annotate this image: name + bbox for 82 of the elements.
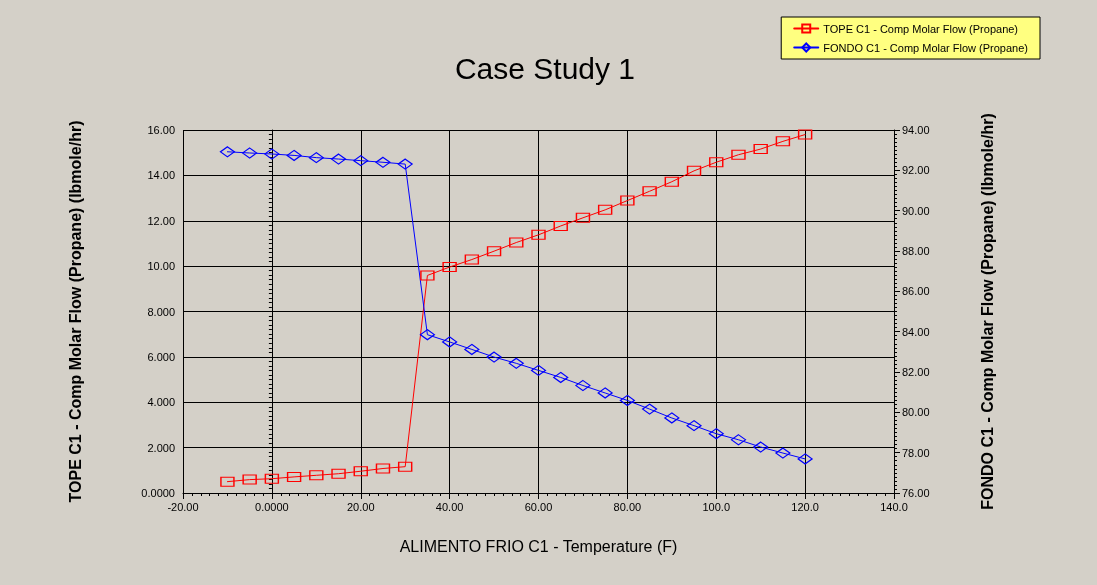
y2-tick-label: 80.00 — [902, 406, 930, 419]
point — [464, 254, 479, 265]
y-tick-label: 14.00 — [147, 169, 175, 182]
point — [486, 351, 502, 363]
point — [553, 220, 568, 232]
point — [797, 453, 813, 465]
y-tick-label: 4.000 — [147, 396, 175, 409]
point — [264, 473, 279, 484]
y-tick-label: 6.000 — [147, 350, 175, 363]
y2-tick-label: 84.00 — [902, 325, 930, 338]
x-tick-label: 20.00 — [346, 500, 375, 513]
point — [730, 434, 747, 446]
x-tick-label: 60.00 — [524, 500, 553, 513]
point — [798, 129, 813, 140]
point — [330, 153, 347, 165]
point — [375, 156, 391, 168]
point — [397, 158, 413, 170]
point — [575, 379, 591, 392]
point — [664, 412, 680, 424]
y2-tick-label: 78.00 — [902, 446, 930, 459]
point — [264, 148, 280, 160]
point — [353, 466, 368, 477]
point — [753, 441, 769, 453]
point — [220, 476, 235, 487]
point — [598, 204, 613, 215]
point — [775, 447, 791, 459]
y2-tick-label: 92.00 — [902, 164, 930, 177]
legend-label: TOPE C1 - Comp Molar Flow (Propane) — [823, 22, 1019, 35]
point — [420, 270, 435, 281]
y-axis-title: TOPE C1 - Comp Molar Flow (Propane) (lbmole/hr) — [66, 120, 84, 503]
x-tick-label: 0.0000 — [255, 500, 289, 513]
point — [442, 261, 457, 273]
point — [597, 387, 613, 399]
point — [753, 143, 768, 155]
y2-tick-label: 76.00 — [902, 487, 930, 499]
y-tick-label: 8.000 — [147, 305, 175, 318]
point — [619, 394, 635, 407]
point — [530, 364, 547, 376]
x-tick-label: 40.00 — [435, 500, 464, 513]
point — [708, 428, 724, 440]
point — [242, 474, 257, 485]
point — [641, 403, 658, 415]
point — [442, 336, 458, 348]
y2-tick-label: 94.00 — [902, 124, 930, 136]
point — [308, 152, 324, 164]
point — [398, 461, 413, 472]
point — [509, 237, 524, 248]
y-tick-label: 2.000 — [147, 441, 175, 454]
x-tick-label: 120.0 — [791, 500, 819, 513]
y2-tick-label: 86.00 — [902, 285, 930, 298]
point — [553, 371, 569, 384]
point — [686, 420, 702, 432]
y2-tick-label: 82.00 — [902, 366, 930, 378]
x-tick-label: -20.00 — [167, 500, 199, 513]
point — [309, 470, 324, 481]
y-tick-label: 10.00 — [147, 260, 175, 273]
point — [331, 468, 346, 479]
y2-tick-label: 88.00 — [902, 245, 930, 257]
point — [731, 149, 746, 160]
point — [419, 329, 436, 341]
point — [531, 229, 546, 240]
legend-label: FONDO C1 - Comp Molar Flow (Propane) — [823, 41, 1029, 54]
x-tick-label: 80.00 — [613, 500, 642, 513]
y-tick-label: 16.00 — [147, 124, 175, 136]
point — [642, 186, 657, 197]
point — [242, 147, 258, 159]
y-tick-label: 12.00 — [147, 214, 175, 227]
x-tick-label: 100.0 — [702, 500, 731, 513]
x-tick-label: 140.0 — [880, 500, 908, 513]
point — [664, 176, 679, 187]
point — [709, 157, 724, 168]
point — [353, 155, 369, 167]
point — [286, 149, 302, 162]
y2-axis-title: FONDO C1 - Comp Molar Flow (Propane) (lbmole/hr) — [978, 113, 996, 510]
point — [219, 146, 236, 158]
chart-title: Case Study 1 — [454, 51, 636, 85]
point — [464, 343, 480, 356]
y2-tick-label: 90.00 — [902, 204, 930, 217]
y-tick-label: 0.0000 — [141, 487, 175, 499]
point — [508, 357, 524, 369]
x-axis-title: ALIMENTO FRIO C1 - Temperature (F) — [399, 537, 678, 555]
point — [620, 195, 635, 206]
